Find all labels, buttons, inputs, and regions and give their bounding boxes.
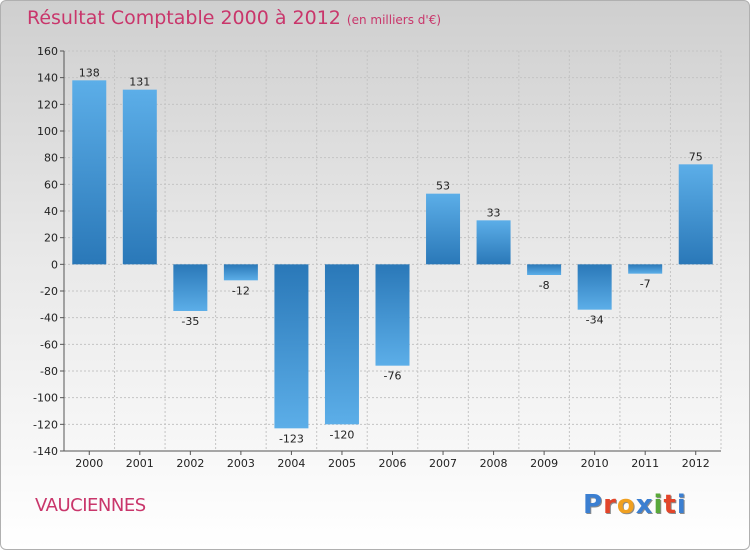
y-tick-label: 140 bbox=[37, 72, 58, 85]
x-tick-label-2008: 2008 bbox=[480, 457, 508, 470]
y-tick-label: 160 bbox=[37, 45, 58, 58]
logo-letter: i bbox=[676, 490, 687, 520]
logo-letter: i bbox=[653, 490, 664, 520]
bar-2000 bbox=[72, 80, 107, 265]
x-tick-label-2011: 2011 bbox=[631, 457, 659, 470]
x-tick-label-2009: 2009 bbox=[530, 457, 558, 470]
data-label-2012: 75 bbox=[689, 150, 703, 163]
y-tick-label: 60 bbox=[44, 178, 58, 191]
y-tick-label: 20 bbox=[44, 232, 58, 245]
x-tick-label-2005: 2005 bbox=[328, 457, 356, 470]
y-tick-label: -140 bbox=[33, 445, 58, 458]
x-tick-label-2003: 2003 bbox=[227, 457, 255, 470]
bars-layer bbox=[72, 80, 713, 429]
data-label-2004: -123 bbox=[279, 432, 304, 445]
y-tick-label: -80 bbox=[40, 365, 58, 378]
y-tick-label: -60 bbox=[40, 338, 58, 351]
data-label-2003: -12 bbox=[232, 284, 250, 297]
proxiti-logo: Proxiti bbox=[583, 490, 687, 520]
data-label-2001: 131 bbox=[129, 76, 150, 89]
y-tick-label: -120 bbox=[33, 418, 58, 431]
bar-2011 bbox=[628, 264, 663, 274]
data-label-2000: 138 bbox=[79, 66, 100, 79]
y-tick-label: 0 bbox=[51, 258, 58, 271]
data-label-2005: -120 bbox=[329, 428, 354, 441]
y-tick-label: 40 bbox=[44, 205, 58, 218]
data-label-2007: 53 bbox=[436, 180, 450, 193]
bar-2003 bbox=[223, 264, 258, 281]
bar-2005 bbox=[324, 264, 359, 425]
logo-letter: x bbox=[635, 490, 654, 520]
y-tick-label: 120 bbox=[37, 98, 58, 111]
logo-letter: P bbox=[583, 490, 604, 520]
y-tick-label: 80 bbox=[44, 152, 58, 165]
place-name: VAUCIENNES bbox=[35, 495, 146, 516]
labels-layer: 138 131 -35 -12 -123 -120 -76 53 33 -8 -34 -7 75 bbox=[79, 66, 703, 445]
y-tick-label: -100 bbox=[33, 392, 58, 405]
bar-2012 bbox=[678, 164, 713, 265]
bar-2010 bbox=[577, 264, 612, 310]
y-tick-label: 100 bbox=[37, 125, 58, 138]
bar-2001 bbox=[122, 89, 157, 265]
chart-title: Résultat Comptable 2000 à 2012 (en millie… bbox=[27, 7, 441, 29]
x-tick-label-2002: 2002 bbox=[176, 457, 204, 470]
data-label-2006: -76 bbox=[384, 370, 402, 383]
logo-letter: t bbox=[663, 490, 677, 520]
data-label-2011: -7 bbox=[640, 278, 651, 291]
x-tick-label-2000: 2000 bbox=[75, 457, 103, 470]
data-label-2008: 33 bbox=[487, 206, 501, 219]
bar-2008 bbox=[476, 220, 511, 265]
data-label-2010: -34 bbox=[586, 314, 604, 327]
x-tick-label-2012: 2012 bbox=[682, 457, 710, 470]
x-tick-label-2001: 2001 bbox=[126, 457, 154, 470]
x-tick-label-2004: 2004 bbox=[277, 457, 305, 470]
axis-layer: 160 140 120 100 80 60 40 20 0 -20 -40 -60 -80 -100 -12… bbox=[33, 45, 721, 470]
x-tick-label-2006: 2006 bbox=[379, 457, 407, 470]
bar-2004 bbox=[274, 264, 309, 429]
y-tick-label: -20 bbox=[40, 285, 58, 298]
logo-letter: r bbox=[603, 490, 617, 520]
logo-letter: o bbox=[616, 490, 636, 520]
chart-subtitle: (en milliers d'€) bbox=[346, 13, 442, 27]
data-label-2009: -8 bbox=[539, 279, 550, 292]
bar-2006 bbox=[375, 264, 410, 366]
x-tick-label-2007: 2007 bbox=[429, 457, 457, 470]
grid-layer bbox=[63, 50, 722, 452]
data-label-2002: -35 bbox=[181, 315, 199, 328]
bar-2002 bbox=[173, 264, 208, 311]
x-tick-label-2010: 2010 bbox=[581, 457, 609, 470]
bar-2009 bbox=[527, 264, 562, 275]
bar-2007 bbox=[426, 193, 461, 265]
chart-title-text: Résultat Comptable 2000 à 2012 bbox=[27, 7, 341, 29]
y-tick-label: -40 bbox=[40, 312, 58, 325]
